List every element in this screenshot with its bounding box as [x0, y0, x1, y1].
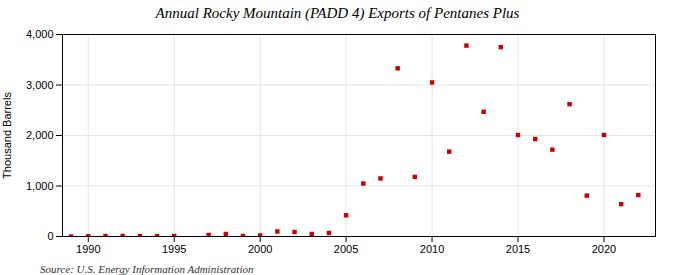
svg-text:2,000: 2,000	[26, 129, 54, 141]
svg-text:2015: 2015	[506, 243, 530, 255]
svg-text:Thousand Barrels: Thousand Barrels	[1, 92, 13, 179]
svg-text:1995: 1995	[162, 243, 186, 255]
svg-text:1,000: 1,000	[26, 180, 54, 192]
svg-text:2010: 2010	[420, 243, 444, 255]
html-text:Source: U.S. Energy Informatio: Source: U.S. Energy Information Administ…	[40, 263, 254, 275]
svg-text:2005: 2005	[334, 243, 358, 255]
svg-text:3,000: 3,000	[26, 79, 54, 91]
html-text:Annual Rocky Mountain (PADD 4): Annual Rocky Mountain (PADD 4) Exports o…	[155, 5, 520, 21]
svg-text:0: 0	[47, 230, 53, 242]
svg-text:1990: 1990	[76, 243, 100, 255]
svg-text:2020: 2020	[592, 243, 616, 255]
svg-text:4,000: 4,000	[26, 28, 54, 40]
svg-text:2000: 2000	[248, 243, 272, 255]
